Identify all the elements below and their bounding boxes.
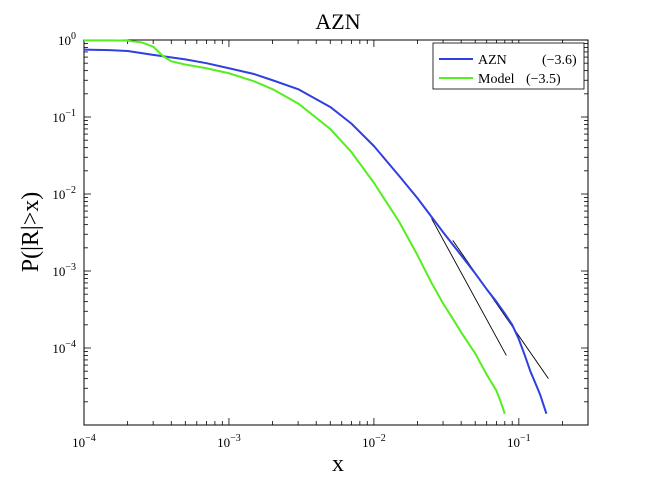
series-line-model [84, 39, 506, 415]
y-tick-label: 10−2 [52, 185, 76, 202]
x-tick-labels: 10−4 10−3 10−2 10−1 [72, 433, 530, 450]
y-tick-label: 10−3 [52, 262, 76, 279]
legend-value-model: (−3.5) [526, 72, 561, 87]
y-tick-label: 10−4 [52, 339, 76, 356]
legend: AZN (−3.6) Model (−3.5) [432, 42, 585, 90]
legend-label-azn: AZN [478, 53, 507, 68]
legend-value-azn: (−3.6) [542, 53, 577, 68]
x-tick-label: 10−1 [507, 433, 531, 450]
y-axis-label: P(|R|>x) [18, 192, 44, 272]
chart-title: AZN [315, 9, 360, 34]
axis-ticks [83, 39, 589, 426]
fit-line-0 [431, 218, 507, 356]
plot-area [83, 39, 589, 426]
x-tick-label: 10−2 [362, 433, 386, 450]
series-line-azn [83, 48, 548, 415]
x-axis-label: x [332, 451, 344, 477]
x-tick-label: 10−3 [217, 433, 241, 450]
legend-box [432, 42, 585, 90]
legend-label-model: Model [478, 72, 515, 87]
y-tick-label: 100 [58, 31, 76, 48]
y-tick-label: 10−1 [52, 108, 76, 125]
x-tick-label: 10−4 [72, 433, 96, 450]
plot-frame [83, 39, 589, 426]
y-tick-labels: 100 10−1 10−2 10−3 10−4 [52, 31, 76, 356]
series-lines [83, 39, 548, 415]
